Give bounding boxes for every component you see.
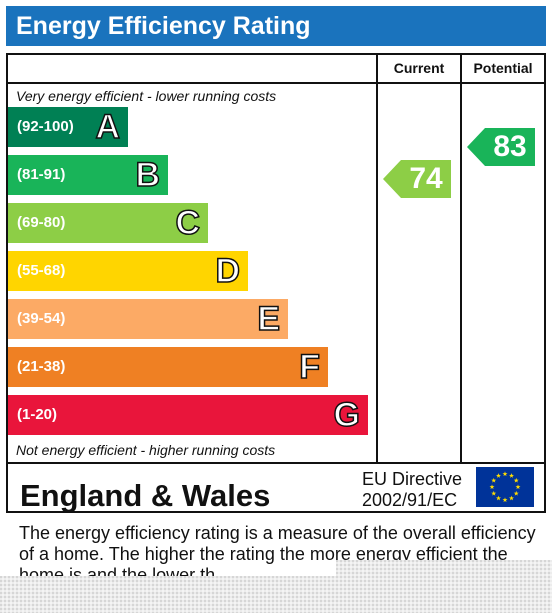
band-range-label: (1-20) [17,406,58,423]
band-range-label: (21-38) [17,358,66,375]
band-range-label: (69-80) [17,214,66,231]
eu-star-icon [502,497,508,503]
eu-star-icon [496,495,501,501]
potential-column-divider [460,53,462,464]
band-letter-label: C [175,203,201,243]
band-e: (39-54) E [8,299,288,339]
directive-line-1: EU Directive [362,469,463,489]
current-rating-marker: 74 [383,160,451,198]
eu-star-icon [515,484,521,490]
eu-directive: EU Directive 2002/91/EC [362,469,462,511]
page-title: Energy Efficiency Rating [6,6,546,46]
pixelated-overlay [0,560,552,613]
band-f: (21-38) F [8,347,328,387]
eu-star-icon [496,473,501,478]
current-rating-value: 74 [409,162,443,195]
eu-star-icon [491,477,497,483]
potential-column-header: Potential [473,60,533,76]
band-a: (92-100) A [8,107,128,147]
band-g: (1-20) G [8,395,368,435]
band-letter-label: F [298,347,320,387]
eu-flag-icon [476,467,534,507]
inefficient-note: Not energy efficient - higher running co… [16,442,276,458]
eu-star-icon [491,490,497,496]
band-d: (55-68) D [8,251,248,291]
eu-star-icon [513,490,519,496]
eu-star-icon [509,495,514,501]
potential-rating-marker: 83 [467,128,535,166]
eu-star-icon [513,477,519,483]
potential-rating-value: 83 [493,130,527,163]
band-letter-label: E [257,299,281,339]
directive-line-2: 2002/91/EC [362,490,458,510]
band-range-label: (92-100) [17,118,74,135]
band-range-label: (39-54) [17,310,66,327]
band-c: (69-80) C [8,203,208,243]
band-b: (81-91) B [8,155,168,195]
band-letter-label: A [95,107,121,147]
band-range-label: (55-68) [17,262,66,279]
eu-star-icon [509,473,514,478]
band-letter-label: B [135,155,161,195]
band-letter-label: D [215,251,241,291]
region-label: England & Wales [20,478,271,513]
efficient-note: Very energy efficient - lower running co… [16,88,277,104]
current-column-header: Current [393,60,445,76]
band-range-label: (81-91) [17,166,66,183]
header-row-divider [6,82,546,84]
eu-star-icon [502,471,508,477]
current-column-divider [376,53,378,464]
footer-row-divider [6,462,546,464]
band-letter-label: G [333,395,361,435]
eu-star-icon [489,484,495,490]
rating-chart-frame [6,53,546,513]
